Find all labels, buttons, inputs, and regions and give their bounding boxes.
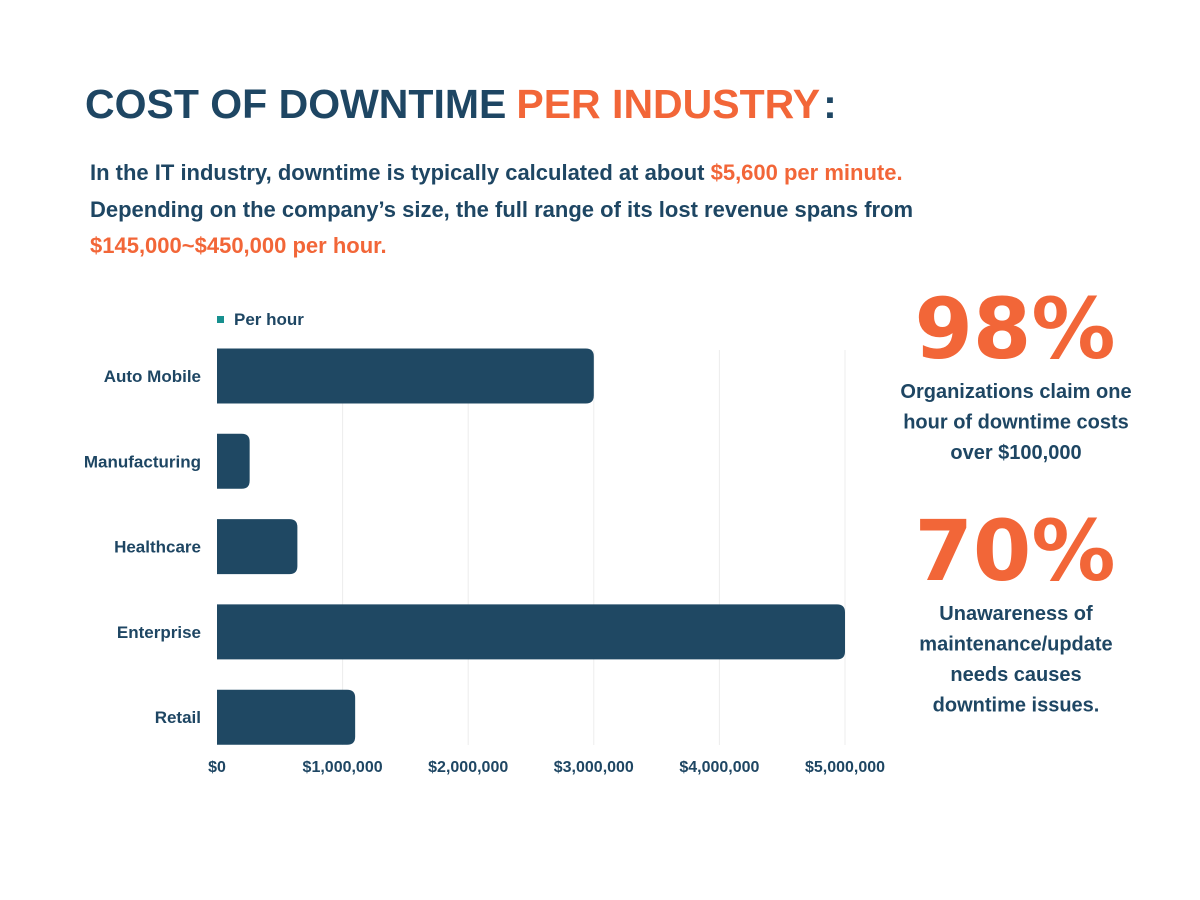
x-tick-label: $5,000,000	[805, 759, 885, 776]
x-tick-label: $3,000,000	[554, 759, 634, 776]
intro-line: In the IT industry, downtime is typicall…	[90, 160, 903, 185]
legend-swatch	[217, 316, 224, 323]
bar	[217, 689, 356, 745]
title: COST OF DOWNTIME PER INDUSTRY:	[85, 81, 837, 127]
stat-text: downtime issues.	[933, 695, 1100, 717]
title-part: :	[823, 81, 837, 127]
chart: $0 $1,000,000 $2,000,000 $3,000,000 $4,000,0…	[84, 310, 885, 776]
stat-figure: 70%	[914, 502, 1115, 600]
stat-text: hour of downtime costs	[903, 412, 1129, 434]
x-tick-label: $2,000,000	[428, 759, 508, 776]
stat-text: over $100,000	[950, 442, 1081, 464]
y-tick-label: Retail	[155, 708, 201, 727]
y-tick-label: Healthcare	[114, 538, 201, 557]
stat-text: Unawareness of	[939, 603, 1093, 625]
intro-text: In the IT industry, downtime is typicall…	[90, 160, 711, 185]
title-part: COST OF DOWNTIME	[85, 81, 506, 127]
x-tick-label: $0	[208, 759, 226, 776]
stat-text: Organizations claim one	[900, 381, 1131, 403]
y-tick-label: Manufacturing	[84, 452, 201, 471]
legend-label: Per hour	[234, 310, 304, 329]
bar	[217, 348, 594, 404]
bar	[217, 433, 250, 489]
stats: 98% Organizations claim one hour of downti…	[900, 280, 1131, 717]
stat-text: needs causes	[950, 664, 1081, 686]
stat-text: maintenance/update	[919, 634, 1112, 656]
x-tick-label: $1,000,000	[303, 759, 383, 776]
x-tick-label: $4,000,000	[679, 759, 759, 776]
stat-figure: 98%	[914, 280, 1115, 378]
intro-highlight: $145,000~$450,000 per hour.	[90, 233, 387, 258]
y-tick-label: Enterprise	[117, 623, 201, 642]
intro-line: Depending on the company’s size, the ful…	[90, 197, 913, 222]
y-tick-label: Auto Mobile	[104, 367, 201, 386]
title-part: PER INDUSTRY	[516, 81, 819, 127]
bar	[217, 519, 298, 575]
intro-highlight: $5,600 per minute.	[711, 160, 903, 185]
bar	[217, 604, 845, 660]
